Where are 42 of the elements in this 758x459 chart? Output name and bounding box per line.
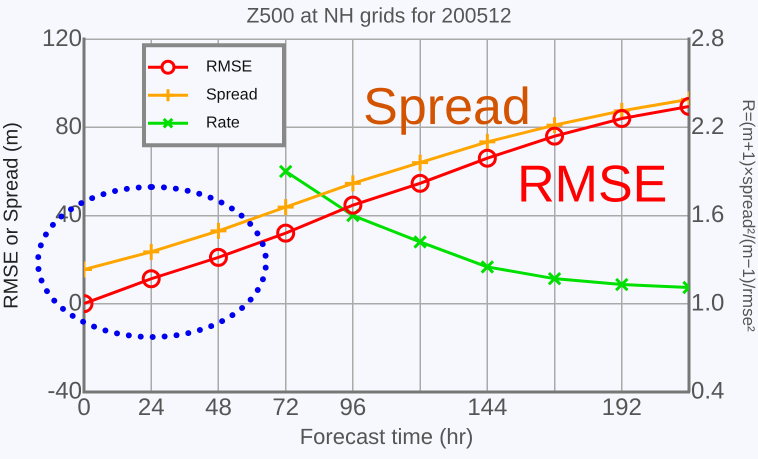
y2-axis-title: R=(m+1)×spread²/(m−1)/rmse² [739, 99, 758, 332]
x-tick-label: 144 [467, 394, 508, 421]
point [545, 116, 564, 135]
y2-tick-label: 2.8 [691, 24, 724, 52]
y-axis-title: RMSE or Spread (m) [0, 122, 23, 309]
point [208, 248, 228, 267]
point [412, 234, 428, 250]
y2-tick-label: 1.0 [691, 289, 724, 316]
point [343, 174, 362, 193]
point [142, 242, 161, 262]
y2-tick-label: 0.4 [691, 377, 724, 404]
point [478, 148, 497, 168]
point [208, 221, 228, 240]
x-tick-label: 48 [205, 394, 232, 421]
point [343, 196, 362, 215]
point [410, 174, 430, 193]
chart-title: Z500 at NH grids for 200512 [246, 4, 512, 28]
x-axis-title: Forecast time (hr) [300, 424, 474, 449]
y2-tick-label: 2.2 [691, 112, 724, 140]
y-tick-label: 120 [42, 24, 82, 52]
point [278, 164, 293, 179]
point [480, 260, 494, 274]
y-tick-label: 0 [68, 289, 82, 316]
legend-label: RMSE [206, 58, 252, 76]
point [142, 269, 161, 288]
x-tick-label: 192 [602, 394, 642, 421]
y-tick-label: 80 [55, 112, 82, 140]
legend-label: Spread [206, 86, 258, 104]
legend-label: Rate [206, 114, 240, 132]
annotation: Spread [363, 78, 531, 136]
x-tick-label: 96 [340, 394, 366, 421]
point [276, 224, 296, 243]
point [545, 126, 564, 146]
x-tick-label: 72 [272, 394, 300, 421]
point [410, 153, 430, 172]
point [547, 272, 562, 286]
point [612, 109, 632, 128]
point [276, 198, 296, 217]
point [614, 277, 629, 292]
annotation: RMSE [517, 156, 668, 214]
x-tick-label: 24 [138, 394, 165, 421]
y2-tick-label: 1.6 [691, 201, 724, 228]
